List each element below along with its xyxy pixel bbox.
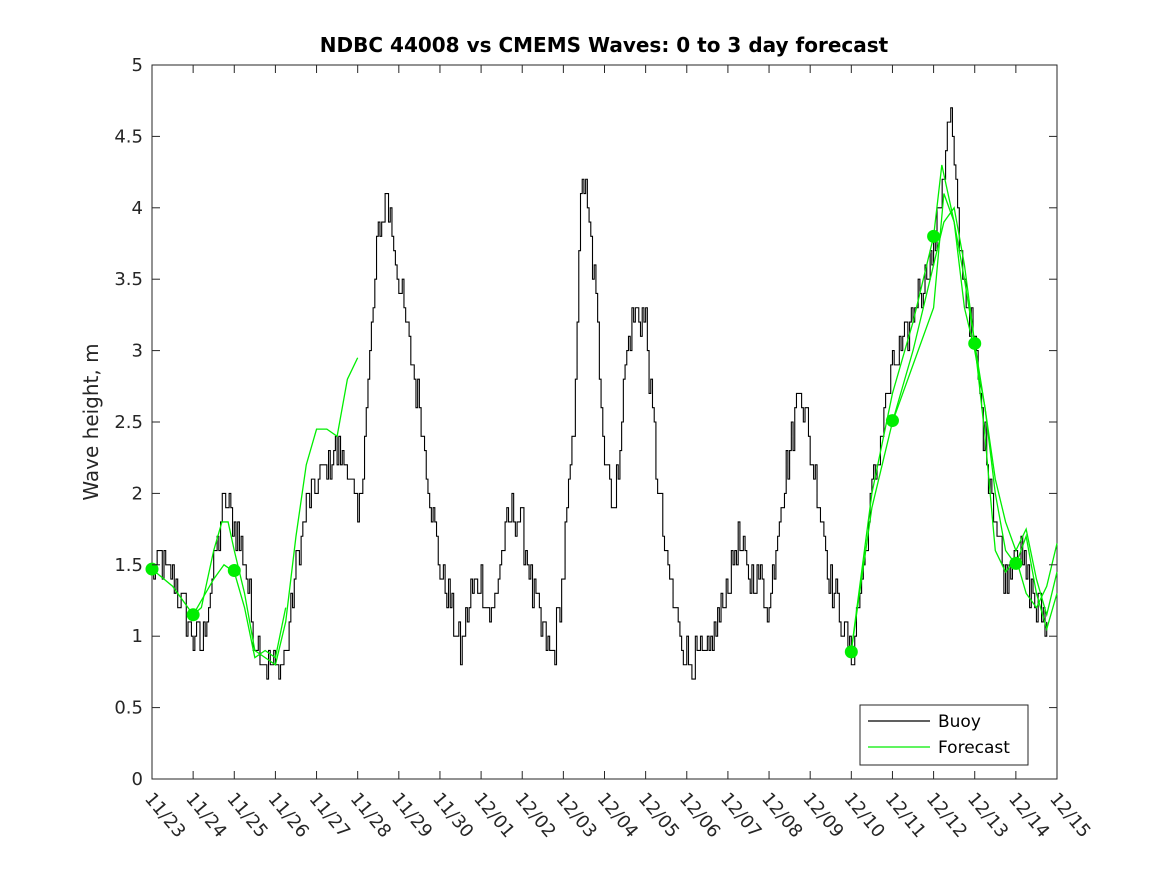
forecast-marker — [227, 564, 241, 578]
forecast-series-line — [192, 563, 287, 659]
forecast-marker — [968, 336, 982, 350]
y-tick-label: 0.5 — [114, 698, 143, 719]
y-tick-label: 3.5 — [114, 269, 143, 290]
forecast-marker — [1009, 556, 1023, 570]
x-tick-label: 11/30 — [428, 789, 477, 842]
legend-buoy-label: Buoy — [938, 712, 981, 732]
forecast-marker-layer — [145, 229, 1023, 659]
x-tick-label: 11/24 — [181, 789, 230, 842]
x-tick-label: 12/05 — [634, 789, 683, 842]
x-tick-label: 12/15 — [1045, 789, 1094, 842]
legend-forecast-label: Forecast — [938, 738, 1010, 758]
x-tick-label: 11/29 — [387, 789, 436, 842]
x-tick-label: 12/07 — [716, 789, 765, 842]
x-tick-label: 12/03 — [552, 789, 601, 842]
legend-box — [859, 704, 1029, 766]
x-tick-label: 12/02 — [510, 789, 559, 842]
x-tick-label: 11/27 — [305, 789, 354, 842]
y-tick-label: 1 — [132, 626, 143, 647]
forecast-series-line — [850, 164, 1058, 651]
y-axis: 0 0.5 1 1.5 2 2.5 3 3.5 4 4.5 5 — [114, 55, 1057, 790]
x-tick-label: 11/28 — [346, 789, 395, 842]
y-tick-label: 4 — [132, 198, 143, 219]
y-tick-label: 2.5 — [114, 412, 143, 433]
plot-area — [145, 64, 1058, 780]
forecast-marker — [927, 229, 941, 243]
x-tick-label: 12/04 — [593, 789, 642, 842]
forecast-series-layer — [151, 164, 1058, 666]
x-tick-label: 12/14 — [1004, 789, 1053, 842]
forecast-marker — [844, 645, 858, 659]
x-tick-label: 12/13 — [963, 789, 1012, 842]
chart-title: NDBC 44008 vs CMEMS Waves: 0 to 3 day fo… — [320, 33, 889, 57]
x-tick-label: 12/11 — [881, 789, 930, 842]
y-tick-label: 0 — [132, 769, 143, 790]
buoy-series-layer — [152, 107, 1048, 680]
y-tick-label: 2 — [132, 483, 143, 504]
x-tick-label: 12/06 — [675, 789, 724, 842]
x-tick-label: 12/10 — [839, 789, 888, 842]
buoy-series-line — [152, 107, 1048, 680]
x-tick-label: 12/09 — [798, 789, 847, 842]
x-tick-label: 11/25 — [222, 789, 271, 842]
forecast-series-line — [891, 206, 1058, 618]
chart-legend: Buoy Forecast — [859, 704, 1029, 766]
x-tick-label: 11/26 — [264, 789, 313, 842]
forecast-series-line — [151, 357, 359, 666]
x-tick-label: 11/23 — [140, 789, 189, 842]
y-tick-label: 5 — [132, 55, 143, 76]
y-tick-label: 3 — [132, 341, 143, 362]
x-tick-label: 12/12 — [922, 789, 971, 842]
y-tick-label: 4.5 — [114, 126, 143, 147]
forecast-marker — [885, 414, 899, 428]
x-tick-label: 12/08 — [757, 789, 806, 842]
x-tick-label: 12/01 — [469, 789, 518, 842]
forecast-series-line — [850, 193, 1058, 651]
forecast-marker — [186, 608, 200, 622]
plot-frame — [151, 64, 1058, 780]
forecast-marker — [145, 562, 159, 576]
y-tick-label: 1.5 — [114, 555, 143, 576]
y-axis-label: Wave height, m — [79, 343, 103, 500]
